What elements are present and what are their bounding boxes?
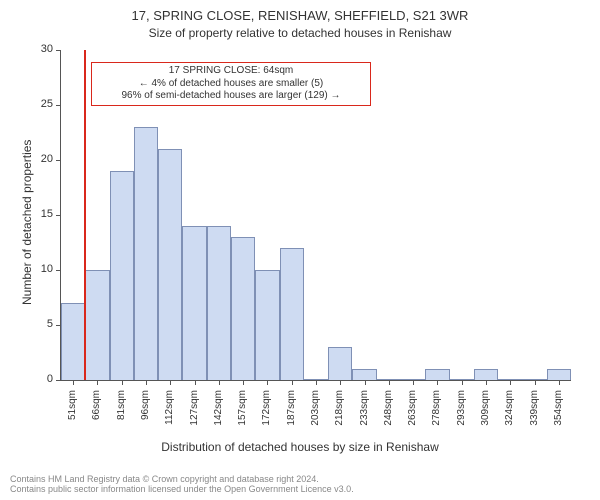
histogram-bar [182,226,206,380]
x-tick-label: 66sqm [91,390,102,420]
y-tick-label: 5 [47,318,53,330]
x-tick-label: 309sqm [480,390,491,426]
x-tick-label: 172sqm [261,390,272,426]
annotation-line: 17 SPRING CLOSE: 64sqm [96,65,366,78]
histogram-bar [231,237,255,380]
histogram-bar [328,347,352,380]
x-tick-label: 248sqm [383,390,394,426]
histogram-bar [85,270,109,380]
x-tick-label: 157sqm [237,390,248,426]
y-tick-label: 20 [41,153,53,165]
histogram-bar [547,369,571,380]
footer-line-1: Contains HM Land Registry data © Crown c… [10,474,354,484]
histogram-bar [280,248,304,380]
footer-attribution: Contains HM Land Registry data © Crown c… [10,474,354,494]
x-tick-label: 324sqm [504,390,515,426]
x-axis-label: Distribution of detached houses by size … [0,440,600,454]
x-tick-label: 203sqm [310,390,321,426]
histogram-bar [158,149,182,380]
x-tick-label: 354sqm [553,390,564,426]
x-tick-label: 187sqm [286,390,297,426]
histogram-bar [352,369,376,380]
chart-subtitle: Size of property relative to detached ho… [0,26,600,40]
x-tick-label: 51sqm [67,390,78,420]
histogram-bar [255,270,279,380]
x-tick-label: 339sqm [529,390,540,426]
histogram-bar [207,226,231,380]
histogram-bar [474,369,498,380]
y-tick-label: 0 [47,373,53,385]
annotation-line: ← 4% of detached houses are smaller (5) [96,78,366,91]
y-tick-label: 15 [41,208,53,220]
histogram-bar [425,369,449,380]
y-tick-label: 10 [41,263,53,275]
footer-line-2: Contains public sector information licen… [10,484,354,494]
annotation-box: 17 SPRING CLOSE: 64sqm← 4% of detached h… [91,62,371,106]
histogram-bar [134,127,158,380]
x-tick-label: 96sqm [140,390,151,420]
x-tick-label: 263sqm [407,390,418,426]
histogram-bar [110,171,134,380]
histogram-bar [61,303,85,380]
x-tick-label: 233sqm [359,390,370,426]
x-tick-label: 142sqm [213,390,224,426]
annotation-line: 96% of semi-detached houses are larger (… [96,90,366,103]
x-tick-label: 278sqm [431,390,442,426]
plot-area: 05101520253051sqm66sqm81sqm96sqm112sqm12… [60,50,571,381]
x-tick-label: 127sqm [189,390,200,426]
x-tick-label: 218sqm [334,390,345,426]
y-tick-label: 30 [41,43,53,55]
x-tick-label: 81sqm [116,390,127,420]
y-axis-label: Number of detached properties [20,140,34,305]
y-tick-label: 25 [41,98,53,110]
property-marker-line [84,50,86,380]
x-tick-label: 293sqm [456,390,467,426]
x-tick-label: 112sqm [164,390,175,425]
chart-title: 17, SPRING CLOSE, RENISHAW, SHEFFIELD, S… [0,8,600,23]
chart-container: 17, SPRING CLOSE, RENISHAW, SHEFFIELD, S… [0,0,600,500]
